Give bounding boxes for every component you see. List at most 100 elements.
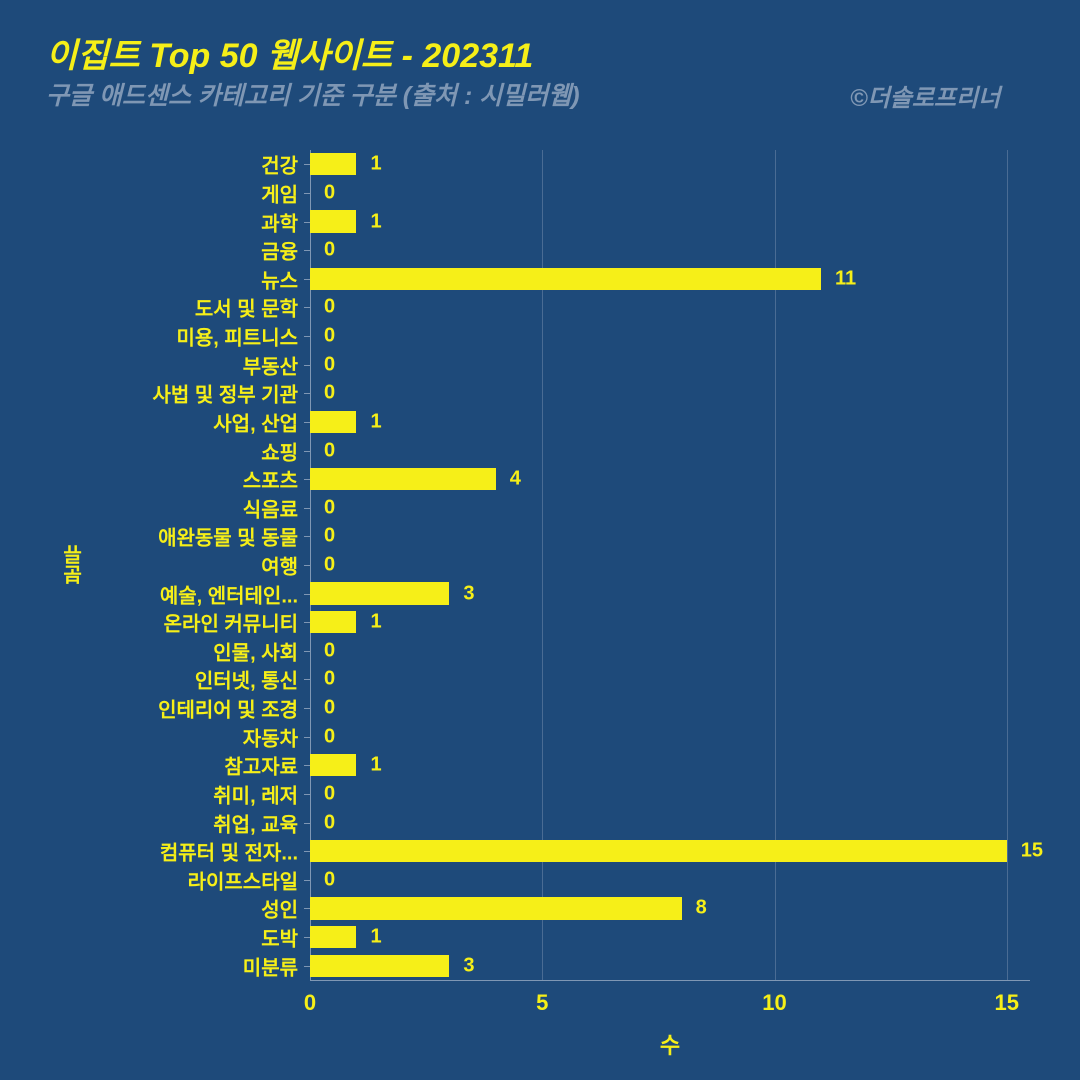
value-label: 0 (324, 296, 335, 319)
y-tick (304, 794, 310, 795)
value-label: 0 (324, 697, 335, 720)
value-label: 0 (324, 811, 335, 834)
category-label: 사법 및 정부 기관 (98, 379, 298, 408)
x-tick-label: 0 (304, 990, 316, 1016)
value-label: 0 (324, 639, 335, 662)
value-label: 0 (324, 868, 335, 891)
y-tick (304, 336, 310, 337)
value-label: 1 (370, 153, 381, 176)
x-tick-label: 10 (762, 990, 786, 1016)
category-label: 인터넷, 통신 (98, 665, 298, 694)
chart-credit: ©더솔로프리너 (850, 78, 1000, 113)
category-label: 금융 (98, 236, 298, 265)
bar (310, 210, 356, 232)
category-label: 식음료 (98, 493, 298, 522)
value-label: 3 (463, 954, 474, 977)
y-tick (304, 250, 310, 251)
value-label: 1 (370, 410, 381, 433)
category-label: 쇼핑 (98, 436, 298, 465)
value-label: 0 (324, 382, 335, 405)
chart-subtitle: 구글 애드센스 카테고리 기준 구분 (출처 : 시밀러웹) (46, 76, 580, 112)
plot-area: 051015건강1게임0과학1금융0뉴스11도서 및 문학0미용, 피트니스0부… (310, 150, 1030, 980)
category-label: 도서 및 문학 (98, 293, 298, 322)
category-label: 예술, 엔터테인... (98, 579, 298, 608)
category-label: 뉴스 (98, 264, 298, 293)
category-label: 게임 (98, 178, 298, 207)
bar (310, 153, 356, 175)
category-label: 여행 (98, 551, 298, 580)
category-label: 취업, 교육 (98, 808, 298, 837)
category-label: 참고자료 (98, 751, 298, 780)
bar (310, 926, 356, 948)
bar (310, 468, 496, 490)
category-label: 도박 (98, 923, 298, 952)
y-tick (304, 307, 310, 308)
value-label: 1 (370, 754, 381, 777)
value-label: 0 (324, 353, 335, 376)
bar (310, 582, 449, 604)
y-tick (304, 193, 310, 194)
category-label: 애완동물 및 동물 (98, 522, 298, 551)
x-axis-line (310, 980, 1030, 981)
value-label: 1 (370, 926, 381, 949)
value-label: 8 (696, 897, 707, 920)
category-label: 인물, 사회 (98, 636, 298, 665)
bar (310, 754, 356, 776)
y-tick (304, 708, 310, 709)
chart-stage: 이집트 Top 50 웹사이트 - 202311 구글 애드센스 카테고리 기준… (0, 0, 1080, 1080)
value-label: 0 (324, 782, 335, 805)
bar (310, 955, 449, 977)
value-label: 15 (1021, 840, 1043, 863)
bar (310, 411, 356, 433)
value-label: 3 (463, 582, 474, 605)
y-tick (304, 536, 310, 537)
y-axis-label: 분류 (60, 545, 89, 585)
value-label: 11 (835, 267, 856, 290)
y-tick (304, 365, 310, 366)
category-label: 과학 (98, 207, 298, 236)
value-label: 0 (324, 554, 335, 577)
bar (310, 840, 1007, 862)
category-label: 미용, 피트니스 (98, 322, 298, 351)
y-tick (304, 451, 310, 452)
value-label: 0 (324, 525, 335, 548)
grid-line (1007, 150, 1008, 980)
category-label: 자동차 (98, 722, 298, 751)
value-label: 0 (324, 181, 335, 204)
value-label: 0 (324, 496, 335, 519)
value-label: 0 (324, 239, 335, 262)
category-label: 컴퓨터 및 전자... (98, 837, 298, 866)
category-label: 부동산 (98, 350, 298, 379)
bar (310, 268, 821, 290)
category-label: 라이프스타일 (98, 865, 298, 894)
category-label: 사업, 산업 (98, 407, 298, 436)
chart-title: 이집트 Top 50 웹사이트 - 202311 (46, 28, 533, 77)
category-label: 건강 (98, 150, 298, 179)
value-label: 0 (324, 439, 335, 462)
x-tick-label: 5 (536, 990, 548, 1016)
value-label: 4 (510, 468, 521, 491)
y-tick (304, 508, 310, 509)
y-tick (304, 737, 310, 738)
x-axis-label: 수 (660, 1028, 680, 1060)
bar (310, 611, 356, 633)
value-label: 0 (324, 325, 335, 348)
x-tick-label: 15 (995, 990, 1019, 1016)
y-tick (304, 880, 310, 881)
y-tick (304, 679, 310, 680)
value-label: 0 (324, 668, 335, 691)
category-label: 취미, 레저 (98, 779, 298, 808)
category-label: 온라인 커뮤니티 (98, 608, 298, 637)
value-label: 1 (370, 611, 381, 634)
y-tick (304, 393, 310, 394)
category-label: 미분류 (98, 951, 298, 980)
category-label: 인테리어 및 조경 (98, 694, 298, 723)
value-label: 0 (324, 725, 335, 748)
y-tick (304, 651, 310, 652)
category-label: 성인 (98, 894, 298, 923)
bar (310, 897, 682, 919)
category-label: 스포츠 (98, 465, 298, 494)
y-tick (304, 823, 310, 824)
y-tick (304, 565, 310, 566)
value-label: 1 (370, 210, 381, 233)
